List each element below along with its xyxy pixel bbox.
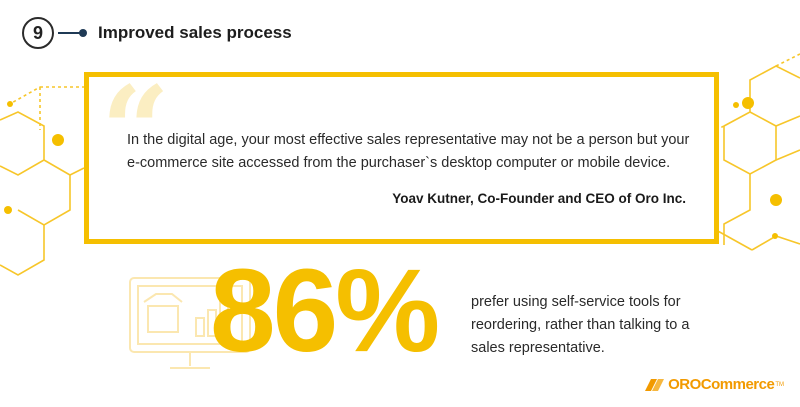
section-number-badge: 9 [22,17,54,49]
section-header: 9 Improved sales process [22,16,292,50]
desktop-store-illustration [129,277,251,369]
orocommerce-logo-icon [645,378,665,391]
orocommerce-logo: OROCommerce TM [643,376,784,393]
logo-text: OROCommerce [668,376,775,393]
quote-mark-icon: “ [101,60,171,201]
stat-description: prefer using self-service tools for reor… [471,294,690,356]
quote-box: “ In the digital age, your most effectiv… [84,60,719,244]
header-connector-line [58,29,87,37]
quote-author: Yoav Kutner, Co-Founder and CEO of Oro I… [392,191,686,206]
section-number: 9 [32,22,43,43]
quote-text: In the digital age, your most effective … [127,132,690,171]
section-title: Improved sales process [98,23,292,42]
stat-percentage: 86% [210,245,440,377]
logo-trademark: TM [775,381,784,388]
